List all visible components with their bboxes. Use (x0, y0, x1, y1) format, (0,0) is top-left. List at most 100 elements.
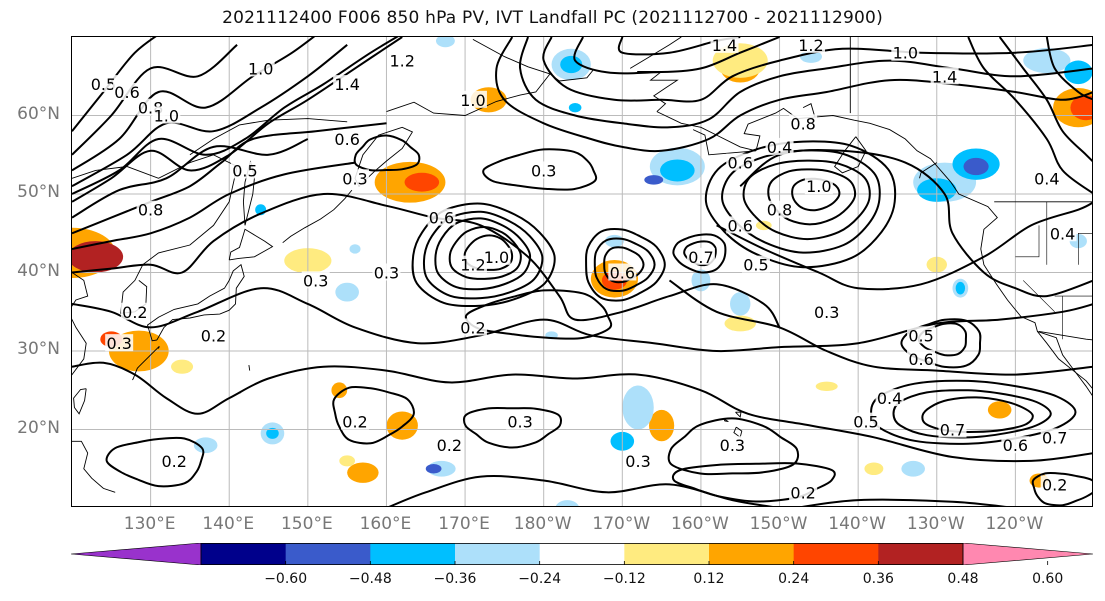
pv-anomaly-patch (347, 462, 379, 483)
contour-label: 0.2 (790, 483, 815, 502)
contour-label-backdrop (435, 436, 464, 454)
ivt-contour (72, 44, 238, 156)
coastline-segment (802, 103, 816, 118)
contour-label: 1.0 (484, 248, 509, 267)
contour-label-backdrop (789, 114, 818, 132)
coastline-segment (724, 418, 729, 423)
contour-label-backdrop (804, 177, 833, 195)
contour-label: 0.3 (507, 413, 532, 432)
pv-anomaly-patch (435, 37, 455, 48)
pv-anomaly-patch (560, 55, 583, 74)
ivt-contour (742, 159, 871, 241)
colorbar-tick-label: 0.36 (862, 571, 894, 587)
colorbar (71, 543, 1093, 565)
colorbar-tick-label: 0.24 (778, 571, 810, 587)
pv-anomaly-patch (193, 437, 218, 454)
contour-label-backdrop (388, 51, 417, 69)
contour-label: 1.0 (154, 107, 179, 126)
ivt-contour (721, 149, 881, 254)
contour-label-backdrop (160, 451, 189, 469)
contour-label: 0.5 (908, 326, 933, 345)
colorbar-segment (285, 543, 371, 565)
contour-label: 0.8 (790, 114, 815, 133)
pv-anomaly-patch (171, 359, 194, 374)
ivt-contour (495, 37, 1092, 153)
lon-label: 160°W (671, 514, 729, 534)
coastline-segment (146, 263, 245, 342)
colorbar-segment (539, 543, 625, 565)
lon-label: 140°E (202, 514, 255, 534)
lat-label: 30°N (17, 339, 60, 359)
ivt-contour (672, 233, 727, 274)
ivt-contour (482, 148, 598, 191)
contour-label: 1.4 (932, 67, 957, 86)
colorbar-segment (793, 543, 879, 565)
pv-anomaly-patch (730, 292, 751, 316)
contour-label-backdrop (907, 349, 936, 367)
contour-label-backdrop (152, 106, 181, 124)
contour-label: 1.4 (334, 75, 359, 94)
pv-anomaly-patch (266, 427, 279, 439)
contour-label-backdrop (341, 412, 370, 430)
map-canvas: 0.50.60.81.01.01.41.21.00.60.5 0.3 0.30.8 0… (72, 37, 1092, 506)
contour-label: 0.7 (688, 248, 713, 267)
ivt-contour (542, 37, 1092, 103)
ivt-contour (998, 37, 1092, 163)
colorbar-tick-label: −0.36 (433, 571, 477, 587)
contour-label-backdrop (458, 318, 487, 336)
ivt-contour (422, 210, 544, 300)
pv-anomaly-patch (555, 500, 579, 506)
colorbar-tick-label: 0.12 (693, 571, 725, 587)
contour-label-backdrop (686, 247, 715, 265)
ivt-contour (716, 201, 1092, 291)
contour-label-backdrop (105, 334, 134, 352)
ivt-contour (463, 234, 514, 271)
contour-label-backdrop (301, 271, 330, 289)
contour-label-backdrop (608, 263, 637, 281)
coastline-segment (72, 272, 89, 376)
ivt-contour (332, 385, 415, 445)
coastline-segment (282, 189, 353, 244)
coastline-segment (637, 71, 679, 112)
contour-label-backdrop (246, 59, 275, 77)
contour-label-backdrop (765, 200, 794, 218)
lon-label: 170°W (592, 514, 651, 534)
colorbar-tick-label: −0.24 (518, 571, 562, 587)
lon-label: 140°W (828, 514, 887, 534)
pv-anomaly-patch (987, 401, 1012, 419)
colorbar-tick-label: 0.60 (1032, 571, 1064, 587)
contour-label: 0.3 (106, 334, 131, 353)
contour-label-backdrop (718, 436, 747, 454)
ivt-contour (573, 37, 780, 75)
contour-label-backdrop (372, 263, 401, 281)
contour-label: 1.0 (893, 44, 918, 63)
contour-label: 0.6 (728, 154, 753, 173)
ivt-contour (704, 140, 897, 269)
contour-label: 1.2 (389, 52, 414, 71)
contour-label-backdrop (333, 130, 362, 148)
ivt-contour (892, 389, 1052, 439)
pv-anomaly-patch (660, 159, 695, 182)
contour-label: 0.8 (767, 201, 792, 220)
contour-label: 0.3 (342, 169, 367, 188)
ivt-contour (72, 192, 781, 328)
ivt-contour (72, 37, 399, 195)
pv-anomaly-patch (644, 175, 664, 185)
colorbar-segment (370, 543, 456, 565)
colorbar-tick-label: 0.48 (947, 571, 979, 587)
pv-anomaly-patch (349, 244, 361, 254)
contour-label: 0.4 (767, 138, 792, 157)
contour-label: 0.2 (460, 318, 485, 337)
pv-anomaly-patch (331, 382, 348, 399)
lon-label: 120°W (985, 514, 1044, 534)
ivt-contour (967, 37, 1092, 194)
pv-anomaly-patch (1064, 60, 1092, 85)
lon-label: 170°E (438, 514, 490, 534)
coastline-segment (73, 388, 87, 415)
ivt-contour (667, 417, 800, 476)
contour-label: 0.6 (728, 216, 753, 235)
coastline-segment (228, 228, 274, 261)
coastline-segment (386, 69, 594, 116)
contour-label-backdrop (726, 216, 755, 234)
contour-label: 0.2 (342, 413, 367, 432)
